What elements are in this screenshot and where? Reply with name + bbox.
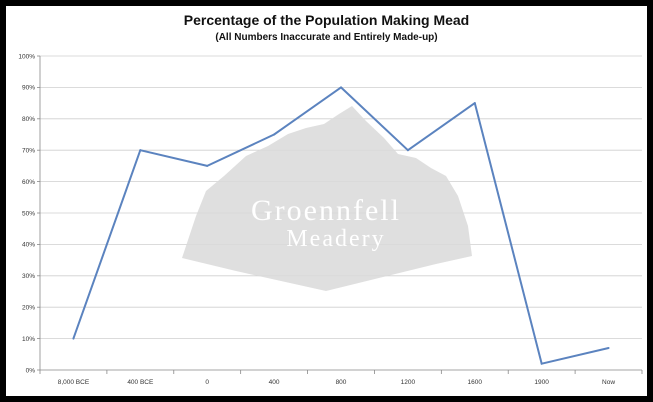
chart-plot: Groennfell Meadery 0% 10% 20% 30% 40% 50% 60% 7… [18, 53, 643, 386]
axes [37, 55, 643, 374]
x-tick-label: 400 [269, 379, 280, 386]
y-tick-label: 70% [22, 148, 35, 155]
watermark-line2: Meadery [286, 226, 385, 252]
watermark-line1: Groennfell [251, 194, 401, 227]
y-tick-label: 0% [26, 367, 36, 374]
x-tick-label: 1600 [468, 379, 483, 386]
x-tick-label: 1200 [401, 379, 416, 386]
y-tick-label: 50% [22, 210, 35, 217]
y-tick-label: 90% [22, 85, 35, 92]
x-tick-label: 1900 [534, 379, 549, 386]
x-tick-label: Now [602, 379, 615, 386]
y-tick-label: 60% [22, 179, 35, 186]
chart-title: Percentage of the Population Making Mead [183, 12, 470, 28]
watermark-mountain [182, 106, 472, 291]
data-point [72, 337, 75, 340]
data-point [406, 149, 409, 152]
x-tick-label: 400 BCE [127, 379, 154, 386]
x-tick-label: 800 [336, 379, 347, 386]
y-tick-labels: 0% 10% 20% 30% 40% 50% 60% 70% 80% 90% 100% [18, 53, 35, 374]
x-tick-labels: 8,000 BCE 400 BCE 0 400 800 1200 1600 1900 Now [58, 379, 616, 386]
data-point [273, 133, 276, 136]
data-point [540, 362, 543, 365]
y-tick-label: 100% [18, 53, 35, 60]
chart-area: Percentage of the Population Making Mead… [6, 6, 647, 396]
y-tick-label: 40% [22, 242, 35, 249]
x-tick-label: 8,000 BCE [58, 379, 90, 386]
y-tick-label: 80% [22, 116, 35, 123]
x-tick-label: 0 [205, 379, 209, 386]
y-tick-label: 30% [22, 273, 35, 280]
y-tick-label: 10% [22, 336, 35, 343]
watermark-logo: Groennfell Meadery [182, 106, 472, 291]
data-point [340, 86, 342, 89]
data-point [607, 347, 610, 350]
data-point [206, 164, 209, 167]
data-point [139, 149, 142, 152]
series-layer [72, 86, 610, 365]
y-tick-label: 20% [22, 305, 35, 312]
chart-subtitle: (All Numbers Inaccurate and Entirely Mad… [215, 32, 438, 43]
data-point [473, 102, 476, 105]
